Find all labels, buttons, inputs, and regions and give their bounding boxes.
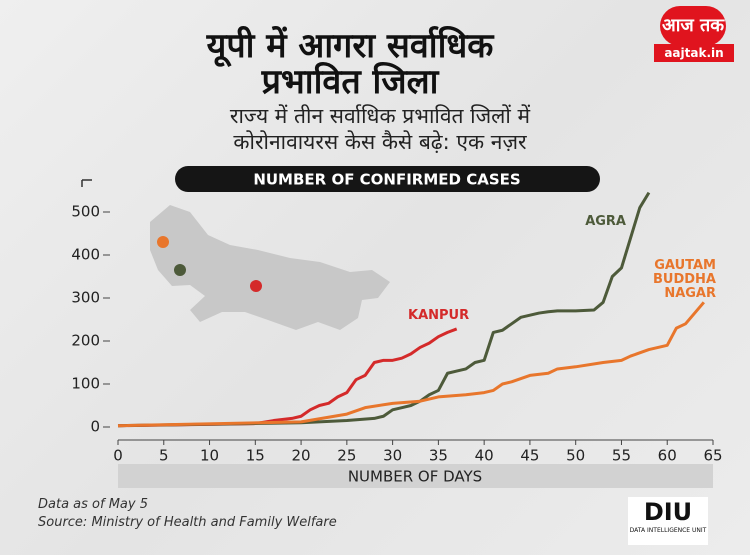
subtitle-line-2: कोरोनावायरस केस कैसे बढ़े: एक नज़र xyxy=(233,130,527,154)
y-tick-label: 100 xyxy=(71,375,100,393)
diu-mark: DIU xyxy=(643,498,693,526)
x-tick-label: 50 xyxy=(566,447,585,465)
corner-mark xyxy=(81,179,92,187)
logo: आज तक aajtak.in xyxy=(652,6,738,62)
x-tick-label: 20 xyxy=(292,447,311,465)
series-line xyxy=(117,301,705,428)
up-map xyxy=(150,205,390,330)
source-note: Source: Ministry of Health and Family We… xyxy=(38,515,337,530)
series-label: GAUTAM BUDDHA NAGAR xyxy=(653,258,716,301)
x-tick-label: 25 xyxy=(337,447,356,465)
series-line xyxy=(117,191,651,428)
x-tick-label: 10 xyxy=(200,447,219,465)
data-note: Data as of May 5 xyxy=(38,497,148,512)
title-line-2: प्रभावित जिला xyxy=(261,62,439,102)
x-tick-label: 40 xyxy=(475,447,494,465)
y-tick-label: 200 xyxy=(71,332,100,350)
x-tick-label: 5 xyxy=(159,447,169,465)
diu-text: DATA INTELLIGENCE UNIT xyxy=(629,527,707,534)
map-dot xyxy=(157,236,169,248)
map-dot xyxy=(174,264,186,276)
x-axis-label: NUMBER OF DAYS xyxy=(348,468,482,486)
series-label: AGRA xyxy=(585,214,626,229)
x-tick-label: 35 xyxy=(429,447,448,465)
subtitle-line-1: राज्य में तीन सर्वाधिक प्रभावित जिलों मे… xyxy=(229,104,531,128)
y-tick-label: 400 xyxy=(71,246,100,264)
series-line xyxy=(117,327,458,428)
y-label-pill xyxy=(175,166,600,192)
logo-site: aajtak.in xyxy=(654,44,734,62)
x-tick-label: 15 xyxy=(246,447,265,465)
y-tick-label: 300 xyxy=(71,289,100,307)
diu-logo: DIU DATA INTELLIGENCE UNIT xyxy=(628,497,708,545)
x-tick-label: 55 xyxy=(612,447,631,465)
y-tick-label: 0 xyxy=(90,418,100,436)
y-axis-label: NUMBER OF CONFIRMED CASES xyxy=(253,171,520,189)
map-dot xyxy=(250,280,262,292)
series-label: KANPUR xyxy=(408,308,470,323)
x-tick-label: 0 xyxy=(113,447,123,465)
x-tick-label: 30 xyxy=(383,447,402,465)
x-tick-label: 45 xyxy=(520,447,539,465)
logo-badge: आज तक xyxy=(660,6,726,46)
title-line-1: यूपी में आगरा सर्वाधिक xyxy=(206,26,494,66)
x-label-bar xyxy=(118,464,713,488)
x-tick-label: 65 xyxy=(703,447,722,465)
x-tick-label: 60 xyxy=(658,447,677,465)
y-tick-label: 500 xyxy=(71,203,100,221)
